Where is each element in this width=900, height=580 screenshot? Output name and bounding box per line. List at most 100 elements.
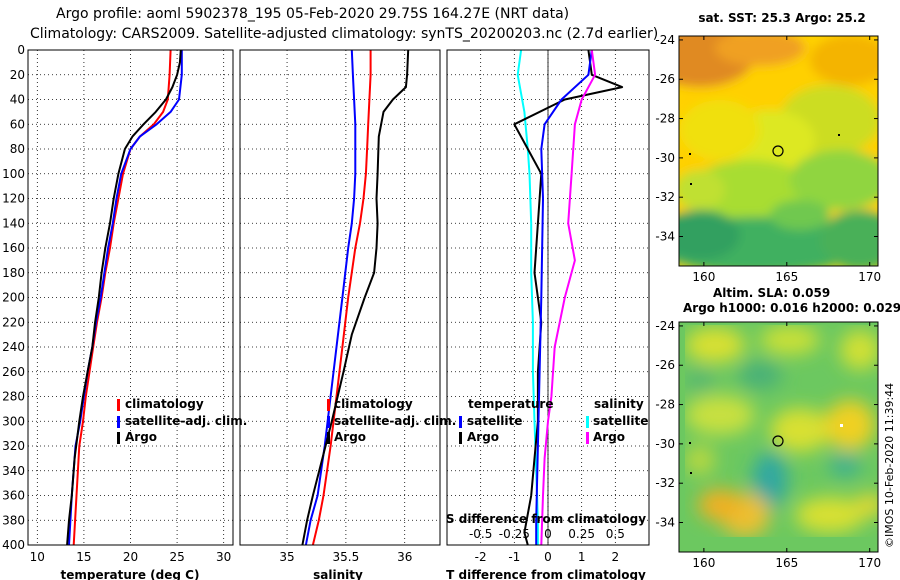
legend-climatology: climatology (125, 397, 204, 411)
y-tick-label: 160 (2, 241, 25, 255)
legend-climatology-swatch (117, 399, 120, 411)
legend-s-argo: Argo (593, 430, 625, 444)
legend-temperature-heading: temperature (468, 397, 553, 411)
salinity-xlabel: salinity (313, 568, 363, 580)
legend-satellite: satellite-adj. clim. (334, 414, 456, 428)
x-tick-label: 35 (279, 550, 294, 564)
map-y-tick-label: -26 (655, 72, 675, 86)
map-y-tick-label: -32 (655, 190, 675, 204)
y-tick-label: 200 (2, 291, 25, 305)
legend-s-argo-swatch (586, 432, 589, 444)
sla-map-field (679, 322, 878, 552)
sst-map-frame (678, 35, 879, 267)
y-tick-label: 0 (17, 43, 25, 57)
legend-t-satellite: satellite (467, 414, 522, 428)
y-tick-label: 380 (2, 513, 25, 527)
legend-climatology: climatology (334, 397, 413, 411)
legend-t-argo-swatch (459, 432, 462, 444)
legend-argo: Argo (334, 430, 366, 444)
legend-argo-swatch (327, 432, 330, 444)
y-tick-label: 300 (2, 414, 25, 428)
sst-map-field (679, 36, 878, 266)
difference-s-xlabel: S difference from climatology (446, 512, 646, 526)
map-x-tick-label: 170 (858, 556, 881, 570)
sst-map-argo-marker (772, 145, 784, 157)
series-argo (66, 50, 182, 545)
sla-map-argo-marker (772, 435, 784, 447)
series-satellite-adj-clim (304, 50, 357, 545)
difference-legend-salinity: salinity satellite Argo (586, 397, 648, 444)
title-line-1: Argo profile: aoml 5902378_195 05-Feb-20… (56, 6, 570, 22)
legend-t-satellite-swatch (459, 416, 462, 428)
series-t-argo (513, 50, 624, 545)
x-tick-label: 25 (169, 550, 184, 564)
x-tick-label: -1 (508, 550, 520, 564)
difference-t-xlabel: T difference from climatology (446, 568, 646, 580)
series-argo (301, 50, 410, 545)
y-tick-label: 340 (2, 464, 25, 478)
y-tick-label: 400 (2, 538, 25, 552)
y-tick-label: 320 (2, 439, 25, 453)
difference-panel: -2 -0.5 -1 -0.25 0 0 1 0.25 2 0.5 S difference fr… (446, 49, 650, 580)
map-y-tick-label: -24 (655, 319, 675, 333)
map-y-tick-label: -34 (655, 516, 675, 530)
salinity-panel: 35 35.5 36 salinity climatology satellite-… (239, 49, 456, 580)
series-climatology (72, 50, 172, 545)
y-tick-label: 100 (2, 167, 25, 181)
series-t-satellite (516, 50, 539, 545)
y-tick-label: 240 (2, 340, 25, 354)
map-y-tick-label: -30 (655, 437, 675, 451)
temperature-xlabel: temperature (deg C) (61, 568, 200, 580)
imos-watermark: ©IMOS 10-Feb-2020 11:39:44 (883, 383, 896, 548)
y-tick-label: 20 (10, 68, 25, 82)
x-top-tick-label: -0.25 (499, 527, 530, 541)
temperature-panel: 0 20 40 60 80 100 120 140 160 180 200 220 240 260 280 3… (2, 43, 247, 580)
y-tick-label: 120 (2, 192, 25, 206)
salinity-frame (239, 49, 441, 546)
sla-map-frame (678, 321, 879, 553)
map-y-tick-label: -30 (655, 151, 675, 165)
sla-map-axes: -24 -26 -28 -30 -32 -34 160 165 170 (655, 319, 881, 570)
title-line-2: Climatology: CARS2009. Satellite-adjuste… (30, 26, 659, 42)
x-tick-label: 15 (76, 550, 91, 564)
temperature-legend: climatology satellite-adj. clim. Argo (117, 397, 247, 444)
salinity-legend: climatology satellite-adj. clim. Argo (327, 397, 456, 444)
difference-legend-temperature: temperature satellite Argo (459, 397, 553, 444)
sla-map-subtitle: Argo h1000: 0.016 h2000: 0.029 (683, 301, 900, 315)
map-x-tick-label: 170 (858, 270, 881, 284)
legend-satellite-swatch (117, 416, 120, 428)
legend-argo-swatch (117, 432, 120, 444)
y-tick-label: 360 (2, 489, 25, 503)
map-y-tick-label: -32 (655, 476, 675, 490)
map-y-tick-label: -24 (655, 33, 675, 47)
legend-climatology-swatch (327, 399, 330, 411)
y-tick-label: 260 (2, 365, 25, 379)
x-tick-label: 2 (612, 550, 620, 564)
map-x-tick-label: 160 (692, 270, 715, 284)
y-tick-label: 220 (2, 315, 25, 329)
sst-map-title: sat. SST: 25.3 Argo: 25.2 (698, 11, 865, 25)
map-x-tick-label: 165 (775, 556, 798, 570)
map-x-tick-label: 165 (775, 270, 798, 284)
legend-s-satellite: satellite (593, 414, 648, 428)
legend-satellite: satellite-adj. clim. (125, 414, 247, 428)
legend-t-argo: Argo (467, 430, 499, 444)
x-top-tick-label: 0.5 (606, 527, 625, 541)
x-tick-label: 20 (123, 550, 138, 564)
series-s-argo (540, 50, 597, 545)
map-y-tick-label: -28 (655, 398, 675, 412)
sla-map-title: Altim. SLA: 0.059 (713, 286, 830, 300)
x-top-tick-label: 0 (544, 527, 552, 541)
map-y-tick-label: -26 (655, 358, 675, 372)
y-tick-label: 40 (10, 93, 25, 107)
x-tick-label: 1 (578, 550, 586, 564)
x-tick-label: 30 (216, 550, 231, 564)
x-tick-label: 36 (397, 550, 412, 564)
x-top-tick-label: 0.25 (568, 527, 595, 541)
map-x-tick-label: 160 (692, 556, 715, 570)
legend-argo: Argo (125, 430, 157, 444)
x-tick-label: 10 (30, 550, 45, 564)
series-climatology (311, 50, 372, 545)
map-y-tick-label: -34 (655, 230, 675, 244)
